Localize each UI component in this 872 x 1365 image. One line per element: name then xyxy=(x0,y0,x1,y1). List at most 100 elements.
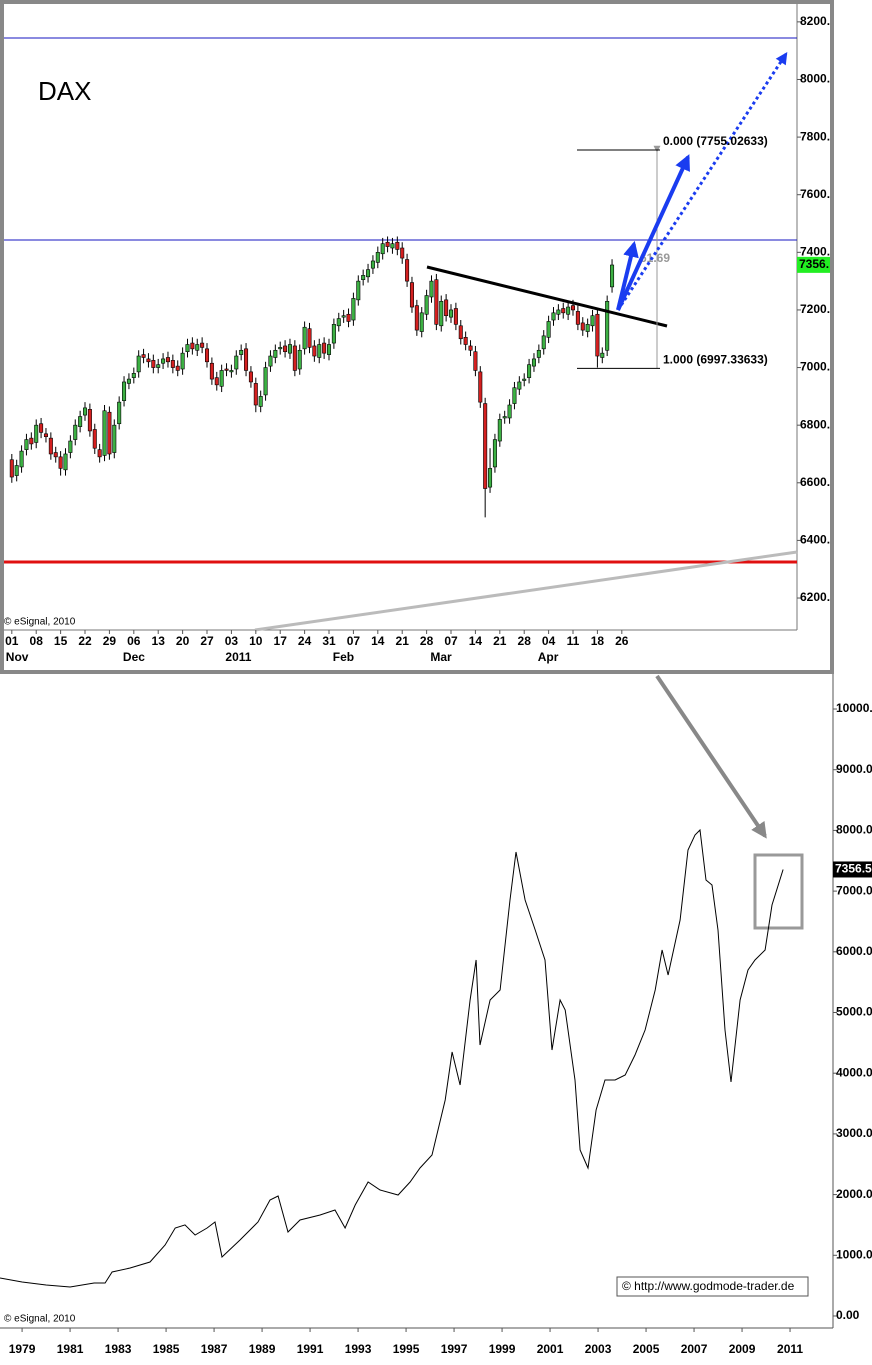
candle-body xyxy=(73,424,78,440)
chart-title: DAX xyxy=(38,76,91,106)
candle-body xyxy=(429,280,434,298)
candle-body xyxy=(214,377,219,386)
y-tick-label: 7000.0 xyxy=(836,883,872,897)
candle-body xyxy=(97,449,102,458)
candle-body xyxy=(87,409,92,432)
candle-body xyxy=(507,404,512,419)
x-tick-label: 14 xyxy=(469,634,483,648)
fib-label: 0.000 (7755.02633) xyxy=(663,134,768,148)
candle-body xyxy=(605,300,610,351)
month-label: Nov xyxy=(6,650,29,664)
y-tick-label: 6200. xyxy=(800,590,830,604)
candles xyxy=(9,236,615,518)
candle-body xyxy=(600,352,605,358)
candle-body xyxy=(522,378,527,381)
x-tick-label: 1991 xyxy=(297,1342,324,1356)
month-label: 2011 xyxy=(225,650,251,664)
candle-body xyxy=(317,344,322,358)
candle-body xyxy=(458,325,463,340)
candle-body xyxy=(468,345,473,351)
candle-body xyxy=(248,371,253,383)
x-tick-label: 17 xyxy=(274,634,288,648)
x-tick-label: 22 xyxy=(78,634,92,648)
candle-body xyxy=(258,396,263,407)
candle-body xyxy=(361,275,366,280)
candle-body xyxy=(366,269,371,278)
candle-body xyxy=(175,365,180,371)
target-arrow xyxy=(616,154,690,311)
last-price-box xyxy=(797,256,830,273)
candle-body xyxy=(390,243,395,249)
candle-body xyxy=(512,387,517,404)
candle-body xyxy=(43,433,48,437)
candle-body xyxy=(302,326,307,350)
candle-body xyxy=(244,348,249,371)
x-tick-label: 2009 xyxy=(729,1342,756,1356)
candle-body xyxy=(14,465,19,476)
x-tick-label: 31 xyxy=(322,634,336,648)
x-tick-label: 2001 xyxy=(537,1342,564,1356)
x-tick-label: 03 xyxy=(225,634,239,648)
candle-body xyxy=(107,411,112,455)
candle-body xyxy=(24,439,29,450)
target-arrow xyxy=(616,240,639,311)
candle-body xyxy=(287,344,292,354)
candle-body xyxy=(53,452,58,458)
candle-body xyxy=(141,354,146,358)
x-tick-label: 07 xyxy=(347,634,361,648)
x-tick-label: 18 xyxy=(591,634,605,648)
candle-body xyxy=(229,370,234,373)
month-label: Apr xyxy=(538,650,559,664)
y-tick-label: 2000.0 xyxy=(836,1187,872,1201)
last-price-label: 7356.5 xyxy=(835,862,872,876)
candle-body xyxy=(39,423,44,433)
candle-body xyxy=(575,311,580,325)
candle-body xyxy=(268,355,273,367)
candle-body xyxy=(78,416,83,427)
candle-body xyxy=(283,345,288,353)
candle-body xyxy=(205,348,210,363)
candle-body xyxy=(146,358,151,363)
y-tick-label: 5000.0 xyxy=(836,1005,872,1019)
candle-body xyxy=(395,241,400,250)
fib-label: 1.000 (6997.33633) xyxy=(663,352,768,366)
y-tick-label: 10000.0 xyxy=(836,701,872,715)
candle-body xyxy=(610,264,615,288)
candle-body xyxy=(580,322,585,331)
candle-body xyxy=(585,324,590,332)
x-tick-label: 08 xyxy=(30,634,44,648)
x-tick-label: 07 xyxy=(444,634,458,648)
x-tick-label: 29 xyxy=(103,634,117,648)
trend-line xyxy=(254,550,798,632)
candle-body xyxy=(453,308,458,325)
candle-body xyxy=(170,360,175,368)
y-tick-label: 7800. xyxy=(800,129,830,143)
candle-body xyxy=(48,437,53,455)
x-tick-label: 14 xyxy=(371,634,385,648)
candle-body xyxy=(351,298,356,321)
y-tick-label: 6000.0 xyxy=(836,944,872,958)
zoom-arrow xyxy=(655,674,767,839)
y-tick-label: 7200. xyxy=(800,302,830,316)
candle-body xyxy=(434,279,439,325)
candle-body xyxy=(312,345,317,357)
last-price-box xyxy=(833,861,872,878)
candle-body xyxy=(161,358,166,364)
x-tick-label: 21 xyxy=(396,634,410,648)
watermark: © eSignal, 2010 xyxy=(4,617,76,628)
x-tick-label: 1997 xyxy=(441,1342,468,1356)
candle-body xyxy=(595,313,600,357)
candle-body xyxy=(156,364,161,368)
candle-body xyxy=(444,299,449,317)
x-tick-label: 11 xyxy=(567,634,580,648)
candle-body xyxy=(517,381,522,390)
candle-body xyxy=(385,241,390,247)
candle-body xyxy=(297,349,302,370)
last-price-label: 7356. xyxy=(799,257,829,271)
candle-body xyxy=(356,280,361,301)
candle-body xyxy=(34,424,39,443)
credit-box xyxy=(616,1276,809,1297)
candle-body xyxy=(151,360,156,368)
candle-body xyxy=(483,403,488,489)
